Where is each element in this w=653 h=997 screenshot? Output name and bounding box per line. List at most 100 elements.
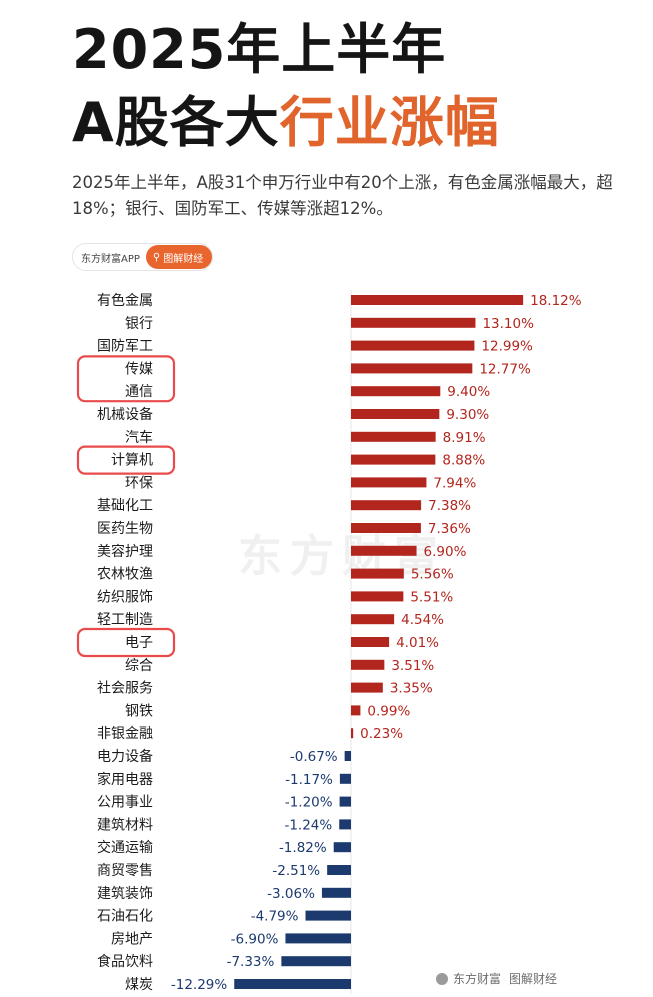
bar — [333, 842, 351, 853]
value-label: 3.51% — [391, 658, 434, 674]
bar — [351, 682, 383, 693]
value-label: -1.24% — [284, 817, 332, 833]
value-label: -4.79% — [251, 909, 299, 925]
category-label: 食品饮料 — [97, 953, 153, 970]
bar — [339, 819, 351, 830]
category-label: 电子 — [125, 635, 153, 651]
category-label: 传媒 — [125, 361, 153, 377]
value-label: 0.99% — [367, 703, 410, 719]
value-label: 12.77% — [479, 361, 531, 377]
value-label: -6.90% — [231, 931, 279, 947]
bar — [351, 340, 475, 351]
search-icon: ⚲ — [152, 251, 161, 263]
bar — [327, 865, 351, 875]
value-label: 7.36% — [428, 521, 471, 537]
bar — [321, 887, 351, 898]
category-label: 建筑装饰 — [97, 886, 153, 902]
source-badge: 东方财富APP ⚲ 图解财经 — [72, 243, 214, 271]
bar — [351, 363, 473, 374]
value-label: 9.40% — [447, 384, 490, 400]
column-pill[interactable]: ⚲ 图解财经 — [145, 245, 213, 269]
bar — [351, 591, 404, 602]
value-label: -1.20% — [285, 795, 333, 811]
value-label: -0.67% — [290, 749, 338, 765]
value-label: -12.29% — [171, 977, 228, 993]
bar — [234, 979, 351, 989]
highlight-box — [76, 355, 176, 403]
bar — [351, 659, 385, 670]
source-name: 东方财富APP — [81, 253, 140, 265]
category-label: 煤炭 — [125, 977, 153, 993]
bar — [281, 956, 351, 967]
category-label: 环保 — [125, 475, 153, 491]
page-title-line2: A股各大行业涨幅 — [72, 88, 500, 158]
category-label: 银行 — [125, 316, 153, 332]
bar — [351, 568, 404, 579]
value-label: -3.06% — [267, 886, 315, 902]
value-label: 13.10% — [482, 316, 534, 332]
bar — [344, 751, 351, 761]
category-label: 计算机 — [111, 453, 153, 469]
value-label: -2.51% — [272, 863, 320, 879]
bar — [351, 431, 436, 442]
value-label: 6.90% — [424, 544, 467, 560]
value-label: 0.23% — [360, 726, 403, 742]
bar — [285, 933, 351, 944]
page-title-line1: 2025年上半年 — [72, 18, 447, 81]
category-label: 钢铁 — [125, 703, 153, 719]
value-label: 7.94% — [433, 475, 476, 491]
value-label: 18.12% — [530, 293, 582, 309]
category-label: 纺织服饰 — [97, 589, 153, 605]
value-label: 5.56% — [411, 567, 454, 583]
column-pill-label: 图解财经 — [163, 253, 204, 265]
value-label: 12.99% — [481, 339, 533, 355]
category-label: 非银金融 — [97, 726, 153, 742]
category-label: 交通运输 — [97, 839, 153, 856]
category-label: 建筑材料 — [97, 817, 153, 833]
value-label: 8.88% — [442, 453, 485, 469]
brand-logo-icon — [436, 972, 448, 985]
bar — [351, 317, 476, 328]
value-label: -1.82% — [279, 840, 327, 856]
bar — [351, 637, 390, 647]
bar — [351, 545, 417, 556]
category-label: 商贸零售 — [97, 863, 153, 879]
category-label: 社会服务 — [97, 681, 153, 697]
category-label: 石油石化 — [97, 909, 153, 925]
bar — [305, 910, 351, 921]
category-label: 家用电器 — [97, 771, 153, 788]
bar — [351, 386, 441, 397]
bar — [351, 728, 354, 739]
bar — [351, 614, 395, 625]
bar — [351, 523, 421, 533]
highlight-box — [76, 627, 176, 658]
value-label: -7.33% — [227, 954, 275, 970]
title-accent: 行业涨幅 — [279, 91, 500, 154]
bar — [339, 773, 351, 784]
value-label: 7.38% — [428, 498, 471, 514]
bar — [339, 796, 351, 807]
category-label: 美容护理 — [97, 543, 153, 560]
category-label: 机械设备 — [97, 406, 153, 423]
value-label: 8.91% — [443, 430, 486, 446]
footer-column: 图解财经 — [509, 972, 558, 986]
bar — [351, 705, 361, 716]
page-subtitle: 2025年上半年，A股31个申万行业中有20个上涨，有色金属涨幅最大，超18%；… — [72, 173, 613, 218]
value-label: 4.01% — [396, 635, 439, 651]
bar — [351, 295, 524, 305]
category-label: 有色金属 — [97, 292, 153, 309]
industry-change-chart: 有色金属 18.12% 银行 13.10% 国防军工 12.99% 传媒 12.77% 通信 9.… — [76, 290, 582, 994]
bar — [351, 477, 427, 488]
category-label: 国防军工 — [97, 339, 153, 355]
bar — [351, 454, 436, 465]
watermark: 东方财富 — [238, 531, 446, 582]
category-label: 通信 — [125, 384, 153, 400]
bar — [351, 409, 440, 419]
value-label: 4.54% — [401, 612, 444, 628]
value-label: -1.17% — [285, 772, 333, 788]
value-label: 3.35% — [390, 681, 433, 697]
category-label: 轻工制造 — [97, 612, 153, 628]
category-label: 房地产 — [111, 931, 153, 947]
category-label: 公用事业 — [97, 795, 153, 811]
category-label: 基础化工 — [97, 497, 153, 514]
